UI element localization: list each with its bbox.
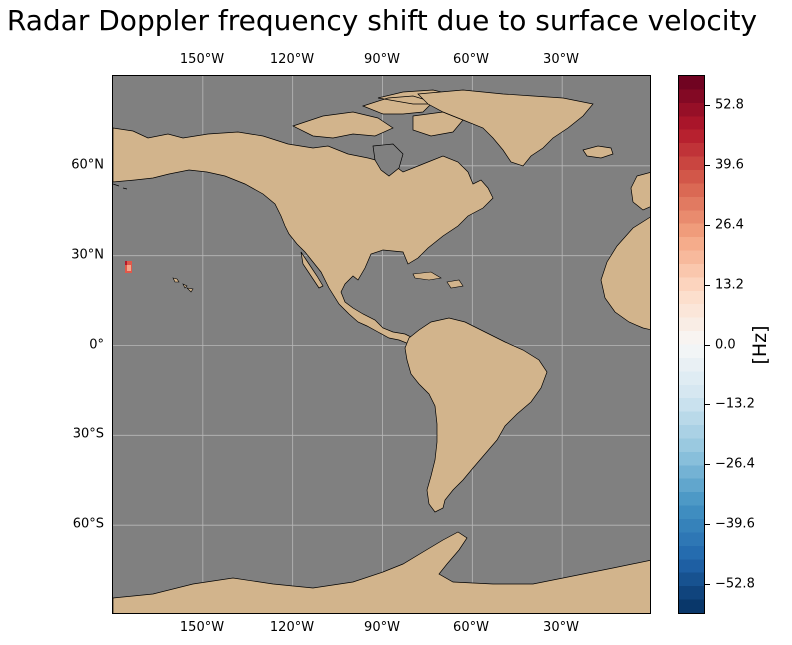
colorbar-tick-label: 39.6 (715, 157, 744, 173)
lat-tick: 0° (89, 337, 104, 353)
caribbean-islands (412, 271, 464, 289)
lat-tick: 30°S (72, 426, 104, 442)
greenland-landmass (417, 89, 594, 167)
colorbar-tick-label: 52.8 (715, 97, 744, 113)
colorbar-tick-label: 26.4 (715, 217, 744, 233)
lon-tick-top: 150°W (179, 52, 225, 67)
map-title: Radar Doppler frequency shift due to sur… (6, 4, 758, 37)
map-canvas (113, 76, 650, 613)
hudson-bay (372, 143, 404, 177)
lon-tick-top: 30°W (543, 52, 579, 67)
iceland (582, 145, 614, 159)
lon-tick-bottom: 60°W (453, 620, 489, 635)
africa-landmass (600, 216, 650, 330)
colorbar (678, 75, 705, 614)
colorbar-tick-mark (705, 344, 710, 346)
colorbar-tick-label: 0.0 (715, 337, 736, 352)
lon-tick-top: 120°W (269, 52, 315, 67)
aleutian-islands (113, 183, 128, 190)
colorbar-tick-label: −39.6 (715, 516, 755, 532)
south-america-landmass (404, 317, 548, 513)
lat-tick: 60°S (72, 516, 104, 532)
colorbar-tick-mark (705, 584, 710, 586)
map-panel (112, 75, 651, 614)
lat-tick: 30°N (71, 247, 104, 263)
doppler-data-patch (125, 261, 132, 273)
colorbar-tick-label: −52.8 (715, 576, 755, 592)
arctic-archipelago (292, 89, 464, 139)
colorbar-tick-mark (705, 164, 710, 166)
colorbar-tick-mark (705, 284, 710, 286)
lon-tick-bottom: 120°W (269, 620, 315, 635)
lon-tick-bottom: 30°W (543, 620, 579, 635)
lon-tick-top: 60°W (453, 52, 489, 67)
colorbar-tick-mark (705, 464, 710, 466)
colorbar-tick-mark (705, 104, 710, 106)
iberia-edge (630, 172, 650, 211)
lon-tick-bottom: 90°W (364, 620, 400, 635)
colorbar-tick-label: −26.4 (715, 456, 755, 472)
lon-tick-bottom: 150°W (179, 620, 225, 635)
hawaii-islands (172, 277, 194, 293)
colorbar-tick-label: −13.2 (715, 396, 755, 412)
colorbar-tick-mark (705, 224, 710, 226)
colorbar-tick-label: 13.2 (715, 277, 744, 293)
colorbar-tick-mark (705, 404, 710, 406)
lat-tick: 60°N (71, 157, 104, 173)
baja-peninsula (300, 251, 324, 289)
north-america-landmass (113, 127, 494, 345)
colorbar-tick-mark (705, 524, 710, 526)
lon-tick-top: 90°W (364, 52, 400, 67)
colorbar-label: [Hz] (749, 325, 771, 365)
antarctica-landmass (113, 531, 650, 613)
